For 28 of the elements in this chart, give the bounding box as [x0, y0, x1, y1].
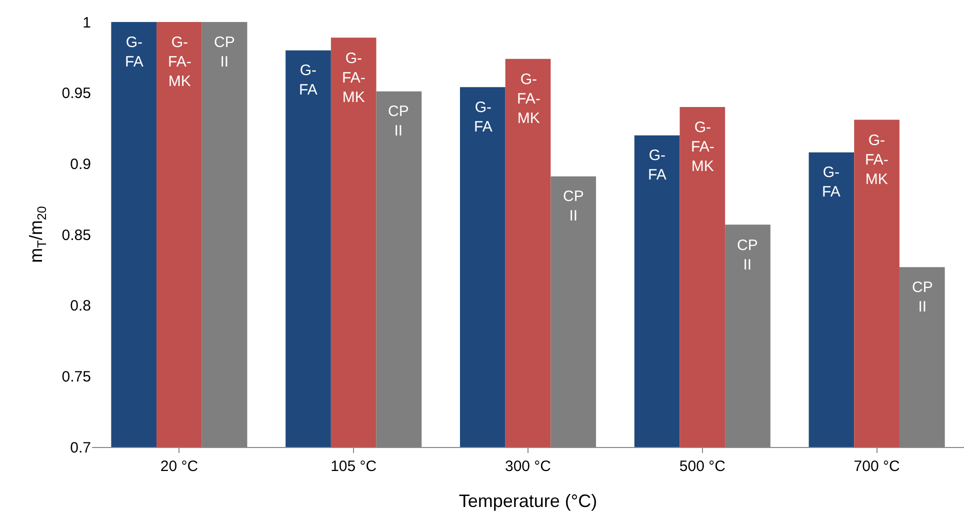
series-label: G-FA-MK: [517, 71, 540, 127]
y-tick-label: 0.85: [62, 226, 91, 244]
y-tick-label: 0.7: [70, 439, 91, 456]
x-tick-label: 105 °C: [330, 458, 377, 475]
x-tick-label: 500 °C: [679, 458, 726, 475]
text: G-FA: [474, 99, 492, 136]
y-tick-label: 0.95: [62, 85, 91, 102]
x-axis-title: Temperature (°C): [458, 491, 598, 512]
text: G-FA: [822, 164, 840, 200]
x-tick-label: 300 °C: [504, 458, 552, 475]
text: G-FA-MK: [865, 132, 888, 188]
text: G-FA: [299, 62, 318, 98]
text: CP II: [912, 279, 933, 316]
x-tick-label: 20 °C: [160, 458, 198, 475]
y-tick-label: 0.75: [62, 368, 91, 386]
text: G-FA-MK: [342, 50, 366, 106]
text: CP II: [563, 188, 584, 224]
series-label: CP II: [388, 103, 409, 140]
y-tick-label: 0.9: [70, 156, 91, 173]
y-tick-label: 1: [82, 14, 91, 32]
text: G-FA: [125, 34, 144, 70]
text: G-FA-MK: [691, 119, 714, 175]
x-tick-label: 700 °C: [854, 458, 900, 475]
text: CP II: [214, 34, 235, 70]
text: CP II: [737, 237, 758, 274]
series-label: G-FA: [648, 147, 666, 184]
y-tick-label: 0.8: [70, 298, 91, 315]
text: G-FA-MK: [168, 34, 192, 90]
